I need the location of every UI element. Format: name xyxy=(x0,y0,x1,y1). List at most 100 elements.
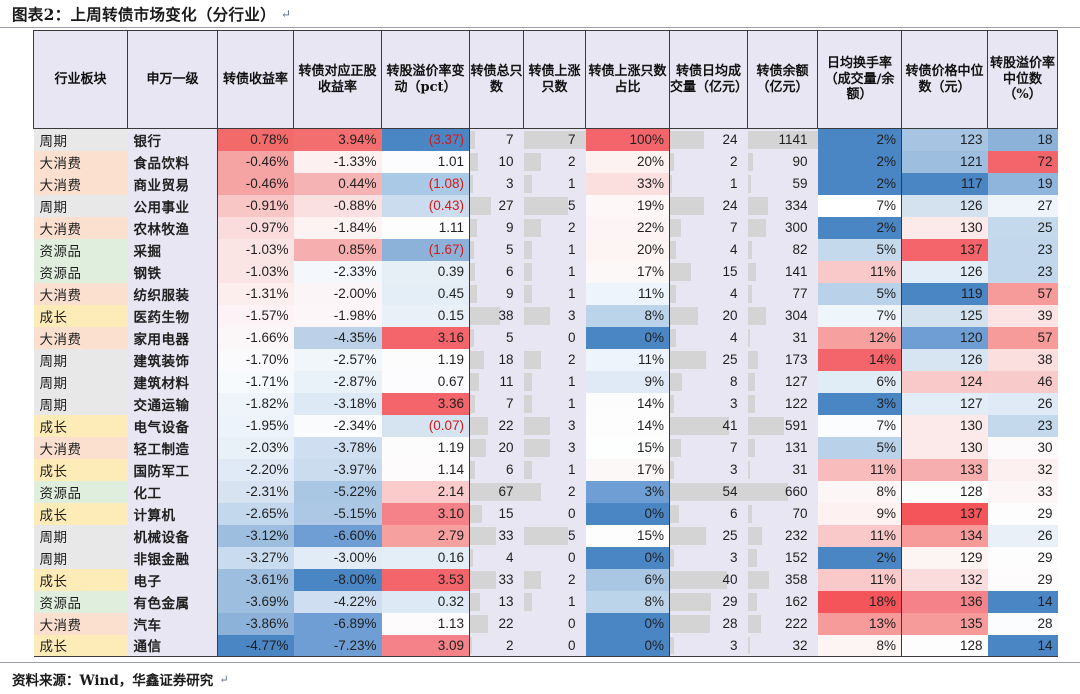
cell-balance-value: 82 xyxy=(792,242,808,257)
cell-avg-volume: 7 xyxy=(669,436,748,459)
figure-source: 资料来源：Wind，华鑫证券研究 ↵ xyxy=(12,666,229,692)
cell-up-count: 2 xyxy=(523,568,586,591)
cell-cb-return: -2.65% xyxy=(217,502,294,525)
cell-turnover: 3% xyxy=(817,392,902,415)
cell-premium-chg-value: 0.67 xyxy=(437,374,464,389)
cell-total-count-value: 15 xyxy=(498,506,514,521)
table-divider-bottom xyxy=(0,662,1080,663)
cell-premium-chg-value: (1.08) xyxy=(428,176,464,191)
cell-industry-value: 有色金属 xyxy=(133,595,190,612)
cell-stock-return-value: -3.97% xyxy=(333,462,377,477)
cell-total-count: 20 xyxy=(469,436,524,459)
cell-sector: 成长 xyxy=(33,568,128,591)
data-bar xyxy=(747,526,762,545)
cell-premium-median-value: 14 xyxy=(1037,594,1053,609)
data-bar xyxy=(670,196,705,215)
table-row: 大消费 轻工制造 -2.03% -3.78% 1.19 20 3 15% 7 131 5% 130 30 xyxy=(33,436,1058,459)
cell-turnover: 8% xyxy=(817,634,902,657)
cell-industry-value: 采掘 xyxy=(133,243,162,260)
cell-cb-return: -3.61% xyxy=(217,568,294,591)
cell-up-count-value: 3 xyxy=(567,308,576,323)
data-bar xyxy=(670,526,706,545)
cell-sector-value: 周期 xyxy=(39,375,68,391)
cell-premium-chg-value: 2.14 xyxy=(437,484,464,499)
cell-premium-chg-value: 0.16 xyxy=(437,550,464,565)
cell-total-count-value: 22 xyxy=(498,418,514,433)
cell-avg-volume-value: 41 xyxy=(722,418,738,433)
paragraph-mark-icon: ↵ xyxy=(280,7,292,21)
cell-balance: 173 xyxy=(747,348,818,371)
cell-sector-value: 周期 xyxy=(39,353,68,369)
data-bar xyxy=(670,614,710,633)
cell-industry-value: 钢铁 xyxy=(133,265,162,282)
cell-total-count: 27 xyxy=(469,194,524,217)
data-bar xyxy=(470,131,476,149)
cell-cb-return: -1.71% xyxy=(217,370,294,393)
cell-sector-value: 成长 xyxy=(39,639,68,655)
table-row: 周期 非银金融 -3.27% -3.00% 0.16 4 0 0% 3 152 2% 129 29 xyxy=(33,546,1058,569)
cell-avg-volume: 1 xyxy=(669,172,748,195)
figure-title: 图表2：上周转债市场变化（分行业） ↵ xyxy=(12,2,291,26)
cell-total-count: 10 xyxy=(469,150,524,173)
cell-total-count: 6 xyxy=(469,458,524,481)
cell-premium-chg-value: (3.37) xyxy=(428,132,464,148)
cell-industry: 食品饮料 xyxy=(127,150,218,173)
data-bar xyxy=(670,306,698,325)
cell-premium-median: 57 xyxy=(987,326,1058,349)
cell-avg-volume: 24 xyxy=(669,194,748,217)
data-bar xyxy=(670,262,691,281)
cell-price-median-value: 127 xyxy=(959,396,983,411)
cell-up-ratio: 33% xyxy=(585,172,670,195)
cell-price-median-value: 120 xyxy=(959,330,983,345)
cell-total-count: 7 xyxy=(469,128,524,151)
cell-avg-volume: 8 xyxy=(669,370,748,393)
cell-cb-return-value: -1.31% xyxy=(245,286,289,301)
data-bar xyxy=(523,174,533,193)
cell-up-ratio: 9% xyxy=(585,370,670,393)
cell-avg-volume-value: 29 xyxy=(722,594,738,609)
cell-avg-volume: 29 xyxy=(669,590,748,613)
cell-stock-return-value: -4.22% xyxy=(333,594,377,609)
cell-balance-value: 162 xyxy=(784,594,808,609)
data-bar xyxy=(470,548,474,567)
data-bar xyxy=(470,482,524,501)
cell-premium-chg-value: 0.45 xyxy=(437,286,464,301)
data-bar xyxy=(670,131,705,149)
cell-cb-return-value: -0.91% xyxy=(245,198,289,213)
col-header-balance: 转债余额（亿元） xyxy=(747,30,818,129)
col-header-turnover: 日均换手率（成交量/余额） xyxy=(817,30,902,129)
cell-industry-value: 商业贸易 xyxy=(133,177,190,194)
cell-balance-value: 173 xyxy=(784,352,808,367)
cell-stock-return: -0.88% xyxy=(293,194,382,217)
cell-premium-median-value: 19 xyxy=(1037,176,1053,191)
cell-price-median-value: 129 xyxy=(959,550,983,565)
data-bar xyxy=(470,350,485,369)
cell-premium-median: 27 xyxy=(987,194,1058,217)
cell-total-count: 3 xyxy=(469,172,524,195)
cell-premium-chg: 0.15 xyxy=(381,304,470,327)
data-bar xyxy=(470,614,488,633)
cell-balance-value: 334 xyxy=(784,198,808,213)
data-bar xyxy=(523,460,533,479)
cell-total-count-value: 67 xyxy=(498,484,514,499)
cell-stock-return: -2.00% xyxy=(293,282,382,305)
data-bar xyxy=(523,592,533,611)
cell-cb-return-value: -1.03% xyxy=(245,242,289,257)
cell-industry-value: 非银金融 xyxy=(133,551,190,568)
cell-avg-volume: 25 xyxy=(669,524,748,547)
cell-stock-return-value: -4.35% xyxy=(333,330,377,345)
cell-up-ratio: 17% xyxy=(585,260,670,283)
cell-up-ratio: 0% xyxy=(585,502,670,525)
cell-balance: 141 xyxy=(747,260,818,283)
cell-up-ratio: 14% xyxy=(585,414,670,437)
cell-sector-value: 周期 xyxy=(39,199,68,215)
table-row: 成长 国防军工 -2.20% -3.97% 1.14 6 1 17% 3 31 11% 133 32 xyxy=(33,458,1058,481)
cell-stock-return-value: -1.33% xyxy=(333,154,377,169)
cell-balance: 1141 xyxy=(747,128,818,151)
cell-price-median: 132 xyxy=(901,568,988,591)
cell-sector-value: 周期 xyxy=(39,397,68,413)
data-bar xyxy=(747,416,784,435)
cell-up-ratio-value: 17% xyxy=(636,264,664,279)
cell-balance: 32 xyxy=(747,634,818,657)
cell-balance: 131 xyxy=(747,436,818,459)
